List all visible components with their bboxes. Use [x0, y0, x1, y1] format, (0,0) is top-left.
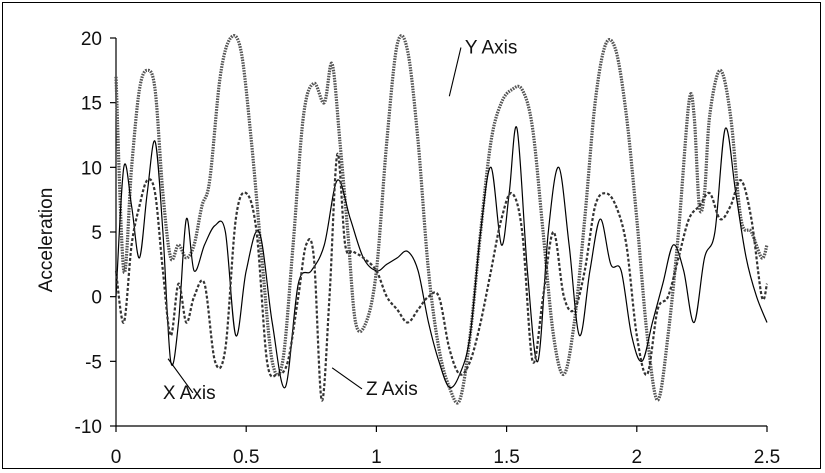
- x-tick-label: 1.5: [493, 447, 519, 468]
- y-axis-label: Acceleration: [36, 188, 57, 293]
- annotation-label: X Axis: [163, 383, 216, 404]
- x-tick-label: 0.5: [233, 447, 259, 468]
- y-tick-label: 20: [81, 29, 102, 50]
- series-group: [114, 34, 769, 405]
- x-tick-label: 2: [632, 447, 643, 468]
- annotation-label: Z Axis: [366, 379, 418, 400]
- series-line-x-axis: [115, 126, 768, 389]
- y-tick-label: 10: [81, 158, 102, 179]
- annotation-leader: [167, 358, 194, 394]
- y-tick-label: 15: [81, 94, 102, 115]
- x-tick-label: 0: [111, 447, 122, 468]
- annotations-group: Y Axis X Axis Z Axis: [163, 38, 518, 404]
- annotation-leader: [448, 47, 462, 97]
- y-tick-label: -10: [75, 417, 102, 438]
- axes: 20 15 10 5 0 -5 -10 0 0.5 1 1.5 2 2.5: [75, 29, 781, 468]
- annotation-leader: [331, 367, 363, 390]
- y-tick-label: -5: [85, 352, 102, 373]
- annotation-label: Y Axis: [465, 38, 517, 59]
- series-line-z-axis: [114, 153, 769, 402]
- series-line-y-axis: [114, 34, 769, 405]
- x-tick-label: 2.5: [754, 447, 780, 468]
- y-tick-label: 5: [91, 223, 102, 244]
- y-tick-label: 0: [91, 288, 102, 309]
- x-tick-label: 1: [371, 447, 382, 468]
